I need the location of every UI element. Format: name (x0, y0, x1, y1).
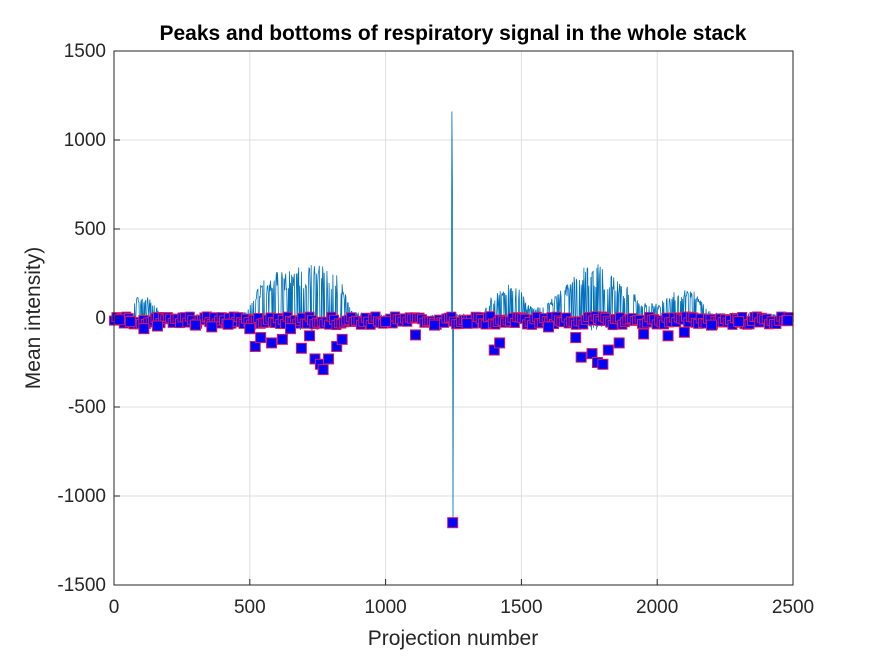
y-tick-label: -1500 (57, 575, 106, 596)
x-tick-label: 1000 (364, 597, 406, 618)
bottom-marker (575, 351, 587, 363)
bottom-marker (255, 332, 267, 344)
bottom-marker (323, 353, 335, 365)
y-tick-label: 1000 (64, 130, 106, 151)
bottom-marker (276, 333, 288, 345)
x-tick-label: 2000 (636, 597, 678, 618)
bottom-marker (138, 323, 150, 335)
bottom-marker (570, 332, 582, 344)
bottom-marker (678, 326, 690, 338)
y-tick-label: -1000 (57, 486, 106, 507)
bottom-marker (543, 321, 555, 333)
bottom-marker (613, 337, 625, 349)
y-tick-label: -500 (68, 397, 106, 418)
bottom-marker (706, 319, 718, 331)
x-axis-label: Projection number (368, 627, 538, 650)
bottom-marker (206, 321, 218, 333)
y-tick-label: 1500 (64, 41, 106, 62)
bottom-marker (266, 337, 278, 349)
bottom-marker (428, 319, 440, 331)
bottom-marker (494, 337, 506, 349)
bottom-marker (151, 320, 163, 332)
x-tick-label: 500 (234, 597, 266, 618)
y-axis-label: Mean intensity) (22, 247, 45, 389)
bottom-marker (189, 319, 201, 331)
bottom-marker (602, 344, 614, 356)
bottom-markers (109, 311, 794, 529)
x-tick-label: 0 (109, 597, 120, 618)
bottom-marker (409, 329, 421, 341)
bottom-marker (597, 358, 609, 370)
bottom-marker (317, 364, 329, 376)
x-axis-ticks: 0 500 1000 1500 2000 2500 (109, 579, 814, 618)
bottom-marker (222, 318, 234, 330)
bottom-marker (295, 342, 307, 354)
bottom-marker (782, 315, 794, 327)
bottom-marker (244, 323, 256, 335)
bottom-marker (662, 330, 674, 342)
bottom-marker (638, 328, 650, 340)
bottom-marker (447, 517, 459, 529)
bottom-marker (336, 333, 348, 345)
y-axis-ticks: 1500 1000 500 0 -500 -1000 -1500 (57, 41, 120, 596)
bottom-marker (380, 316, 392, 328)
bottom-marker (113, 314, 125, 326)
y-tick-label: 0 (95, 308, 106, 329)
bottom-marker (733, 316, 745, 328)
bottom-marker (285, 323, 297, 335)
bottom-marker (461, 317, 473, 329)
y-tick-label: 500 (74, 219, 106, 240)
chart-title: Peaks and bottoms of respiratory signal … (160, 22, 747, 45)
x-tick-label: 2500 (772, 597, 814, 618)
bottom-marker (304, 330, 316, 342)
x-tick-label: 1500 (500, 597, 542, 618)
bottom-marker (124, 316, 136, 328)
